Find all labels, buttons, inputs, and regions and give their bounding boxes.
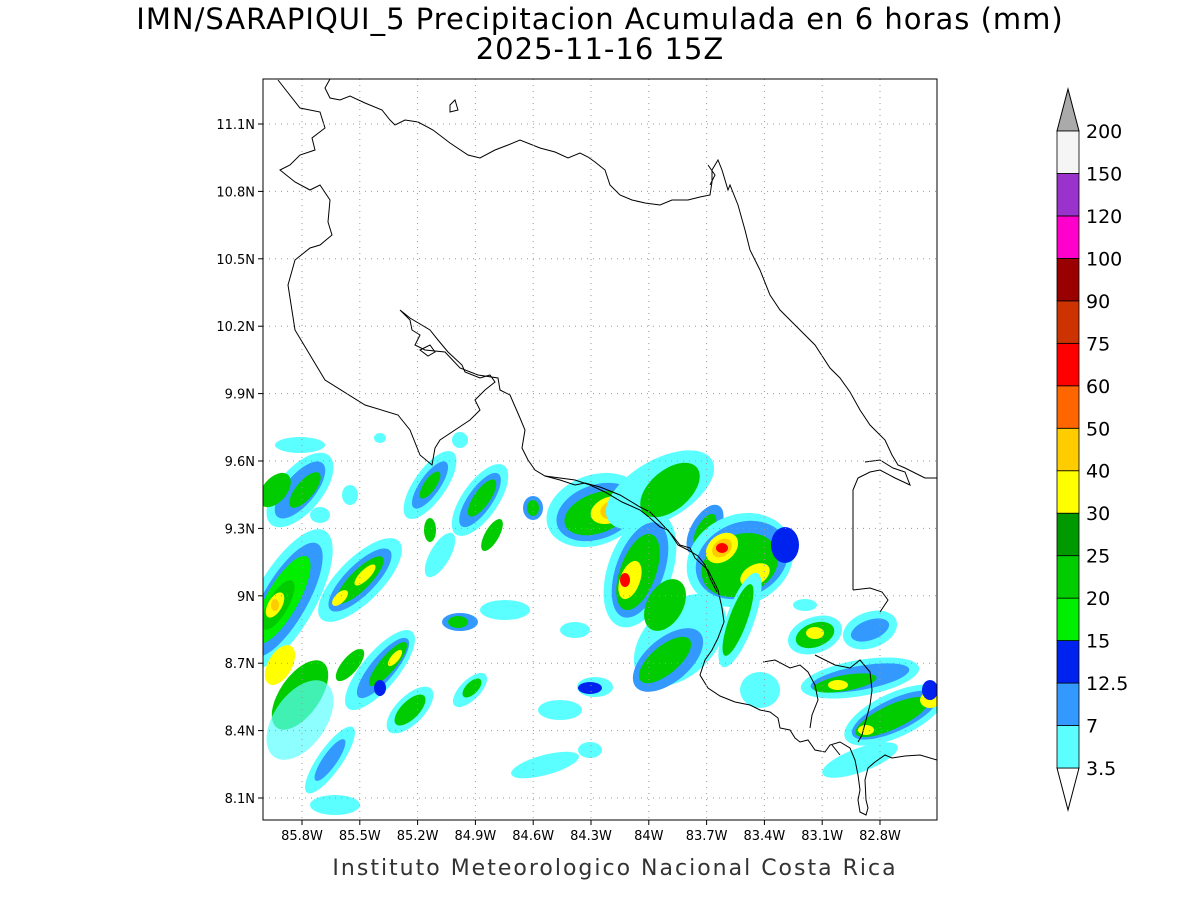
colorbar-level-label: 40 bbox=[1086, 461, 1110, 483]
colorbar-swatch bbox=[1056, 130, 1080, 174]
colorbar-swatch bbox=[1056, 427, 1080, 472]
rain-cell bbox=[403, 450, 509, 578]
colorbar-level-label: 12.5 bbox=[1086, 673, 1128, 695]
colorbar-level-label: 20 bbox=[1086, 588, 1110, 610]
colorbar-level-label: 3.5 bbox=[1086, 758, 1116, 780]
colorbar-swatch bbox=[1056, 682, 1080, 726]
colorbar-level-label: 7 bbox=[1086, 716, 1098, 738]
colorbar-level-label: 100 bbox=[1086, 248, 1122, 270]
colorbar-swatch bbox=[1056, 640, 1080, 684]
lat-tick-label: 8.4N bbox=[225, 725, 255, 740]
colorbar-swatch bbox=[1056, 257, 1080, 302]
colorbar-swatch bbox=[1056, 597, 1080, 642]
rain-cell bbox=[603, 450, 727, 692]
graticule bbox=[263, 79, 937, 820]
lat-tick-label: 9.9N bbox=[225, 388, 255, 403]
colorbar-swatch bbox=[1056, 300, 1080, 344]
colorbar-level-label: 120 bbox=[1086, 206, 1122, 228]
rain-cell bbox=[800, 657, 937, 778]
lat-tick-label: 10.2N bbox=[216, 320, 255, 335]
map-title: IMN/SARAPIQUI_5 Precipitacion Acumulada … bbox=[136, 2, 1064, 36]
country-border bbox=[544, 475, 873, 743]
colorbar-level-label: 200 bbox=[1086, 121, 1122, 143]
lon-tick-label: 84W bbox=[634, 829, 664, 844]
rain-cell bbox=[263, 529, 355, 794]
rain-cell bbox=[263, 452, 334, 528]
lon-tick-label: 83.1W bbox=[801, 829, 843, 844]
rainfall-field bbox=[263, 432, 937, 815]
latitude-axis: 11.1N 10.8N 10.5N 10.2N 9.9N 9.6N 9.3N 9N 8.7N 8.… bbox=[216, 118, 263, 807]
colorbar-level-label: 150 bbox=[1086, 163, 1122, 185]
rain-cell bbox=[275, 432, 817, 815]
rain-cell bbox=[442, 600, 530, 631]
lon-tick-label: 85.2W bbox=[397, 829, 439, 844]
lon-tick-label: 83.7W bbox=[686, 829, 728, 844]
rain-cell bbox=[318, 538, 402, 622]
colorbar-level-label: 60 bbox=[1086, 376, 1110, 398]
colorbar-swatch bbox=[1056, 555, 1080, 599]
map-frame bbox=[262, 78, 938, 821]
lat-tick-label: 11.1N bbox=[216, 118, 255, 133]
rain-cell bbox=[386, 672, 488, 734]
lon-tick-label: 82.8W bbox=[859, 829, 901, 844]
map-date: 2025-11-16 15Z bbox=[475, 32, 725, 66]
lon-tick-label: 84.9W bbox=[454, 829, 496, 844]
lon-tick-label: 84.6W bbox=[512, 829, 554, 844]
lat-tick-label: 9N bbox=[237, 590, 255, 605]
colorbar-swatch bbox=[1056, 385, 1080, 429]
lat-tick-label: 8.7N bbox=[225, 657, 255, 672]
lat-tick-label: 8.1N bbox=[225, 792, 255, 807]
coastline bbox=[277, 79, 937, 816]
colorbar-swatch bbox=[1056, 173, 1080, 217]
rain-cell bbox=[335, 629, 415, 711]
lat-tick-label: 9.6N bbox=[225, 455, 255, 470]
colorbar-over-triangle bbox=[1056, 87, 1080, 132]
colorbar-swatch bbox=[1056, 470, 1080, 514]
colorbar-swatch bbox=[1056, 725, 1080, 769]
longitude-axis: 85.8W 85.5W 85.2W 84.9W 84.6W 84.3W 84W 83.7W 83… bbox=[281, 820, 901, 844]
colorbar-level-label: 30 bbox=[1086, 503, 1110, 525]
footer-credit: Instituto Meteorologico Nacional Costa R… bbox=[332, 856, 898, 881]
colorbar-level-label: 90 bbox=[1086, 291, 1110, 313]
lon-tick-label: 85.8W bbox=[281, 829, 323, 844]
colorbar-level-label: 15 bbox=[1086, 631, 1110, 653]
colorbar-swatch bbox=[1056, 215, 1080, 259]
colorbar-legend: 3.5 7 12.5 15 20 25 30 40 50 60 75 90 100 120 150 200 bbox=[1056, 87, 1128, 812]
rain-cell bbox=[740, 610, 898, 708]
lat-tick-label: 9.3N bbox=[225, 522, 255, 537]
lat-tick-label: 10.8N bbox=[216, 185, 255, 200]
lon-tick-label: 83.4W bbox=[743, 829, 785, 844]
colorbar-level-label: 50 bbox=[1086, 418, 1110, 440]
lon-tick-label: 85.5W bbox=[339, 829, 381, 844]
colorbar-swatch bbox=[1056, 512, 1080, 557]
colorbar-swatch bbox=[1056, 342, 1080, 387]
colorbar-level-label: 75 bbox=[1086, 333, 1110, 355]
colorbar-under-triangle bbox=[1056, 767, 1080, 812]
rain-cell bbox=[686, 513, 799, 668]
colorbar-level-label: 25 bbox=[1086, 546, 1110, 568]
lat-tick-label: 10.5N bbox=[216, 253, 255, 268]
lon-tick-label: 84.3W bbox=[570, 829, 612, 844]
